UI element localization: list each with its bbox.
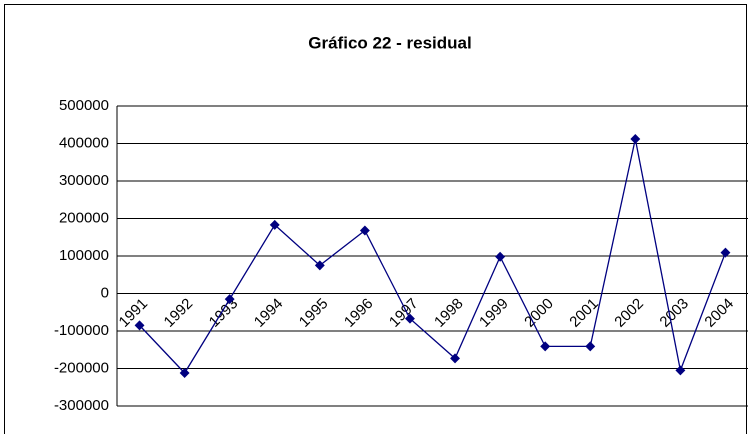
- chart-title: Gráfico 22 - residual: [308, 33, 471, 52]
- marker: [314, 260, 325, 271]
- y-tick-label: -100000: [54, 322, 109, 339]
- marker: [495, 251, 506, 262]
- marker: [585, 341, 596, 352]
- y-tick-label: 100000: [59, 247, 109, 264]
- y-tick-label: 200000: [59, 209, 109, 226]
- marker: [269, 219, 280, 230]
- marker: [630, 134, 641, 144]
- y-tick-label: 0: [101, 284, 109, 301]
- marker: [450, 353, 460, 364]
- y-tick-label: 300000: [59, 172, 109, 189]
- y-tick-label: -200000: [54, 359, 109, 376]
- marker: [540, 341, 551, 352]
- series-line: [139, 138, 727, 375]
- y-tick-label: 400000: [59, 134, 109, 151]
- marker: [720, 247, 731, 258]
- marker: [405, 313, 415, 324]
- marker: [359, 225, 370, 236]
- y-tick-label: 500000: [59, 97, 109, 114]
- marker: [224, 294, 235, 305]
- chart-border: [4, 4, 747, 434]
- y-tick-label: -300000: [54, 397, 109, 414]
- marker: [179, 368, 190, 378]
- marker: [134, 320, 145, 331]
- marker: [675, 365, 686, 376]
